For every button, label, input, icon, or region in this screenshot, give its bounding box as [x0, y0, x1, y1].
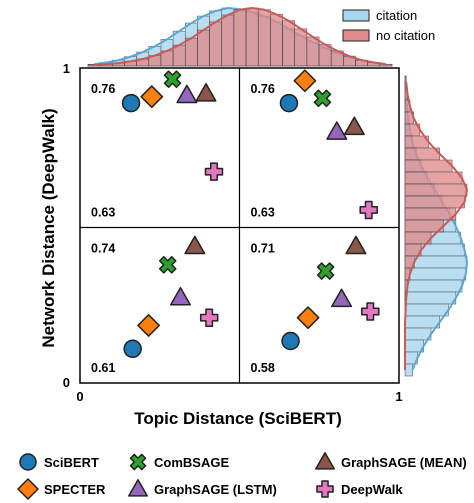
right-marginal-histogram [404, 75, 469, 377]
y-tick-0: 0 [63, 375, 70, 390]
x-tick-0: 0 [76, 389, 83, 404]
panel-top-left-ytop-label: 0.76 [91, 82, 115, 96]
point-bottom-left-scibert [123, 339, 142, 359]
top-bar-no-citation [294, 28, 308, 67]
point-top-right-specter [293, 69, 317, 93]
legend-label-graphsage-mean: GraphSAGE (MEAN) [341, 455, 467, 470]
legend-marker-scibert [19, 453, 37, 471]
panel-top-left: 0.76 0.63 [91, 70, 224, 220]
legend-label-no-citation: no citation [376, 28, 435, 43]
panel-bottom-left: 0.74 0.61 [91, 235, 219, 375]
point-bottom-right-specter [296, 306, 320, 330]
top-bar-no-citation [184, 37, 198, 67]
right-bar-citation [404, 279, 463, 293]
legend-label-scibert: SciBERT [44, 455, 99, 470]
point-top-left-combsage [163, 70, 182, 88]
x-axis-label: Topic Distance (SciBERT) [134, 409, 342, 428]
x-tick-1: 1 [395, 389, 402, 404]
panel-bottom-left-ybottom-label: 0.61 [91, 361, 115, 375]
legend-label-graphsage-lstm: GraphSAGE (LSTM) [154, 482, 277, 497]
right-bar-no-citation [404, 171, 463, 185]
top-bar-no-citation [282, 20, 296, 67]
legend-label-deepwalk: DeepWalk [341, 482, 403, 497]
top-bar-no-citation [257, 9, 271, 67]
top-kde-no-citation [94, 6, 387, 66]
legend-label-specter: SPECTER [44, 482, 106, 497]
legend-marker-graphsage-lstm [128, 479, 148, 497]
top-bar-no-citation [209, 21, 223, 67]
right-bar-no-citation [404, 195, 465, 209]
right-bar-citation [404, 327, 432, 341]
top-bar-no-citation [233, 9, 247, 67]
panel-bottom-right-ybottom-label: 0.58 [251, 361, 275, 375]
right-bar-no-citation [404, 183, 468, 197]
panel-top-right-ytop-label: 0.76 [251, 82, 275, 96]
point-bottom-right-combsage [316, 262, 335, 280]
point-bottom-left-deepwalk [199, 308, 219, 327]
top-marginal-histogram [87, 6, 393, 67]
point-bottom-right-graphsage-mean [345, 235, 367, 255]
right-bar-no-citation [404, 159, 453, 173]
panel-top-right: 0.76 0.63 [251, 69, 378, 220]
legend-label-combsage: ComBSAGE [154, 455, 229, 470]
legend-marker-specter [17, 478, 39, 500]
legend-label-citation: citation [376, 8, 417, 23]
point-top-left-graphsage-lstm [176, 84, 198, 104]
point-bottom-left-combsage [158, 256, 177, 274]
legend-swatch-citation [342, 9, 370, 22]
point-bottom-right-deepwalk [361, 302, 380, 321]
point-bottom-left-graphsage-mean [184, 235, 206, 255]
point-top-right-graphsage-lstm [326, 121, 348, 140]
legend-swatch-no-citation [342, 29, 370, 42]
marker-legend: SciBERT ComBSAGE GraphSAGE (MEAN) SPECTER Gr… [17, 452, 467, 500]
point-top-right-scibert [279, 93, 299, 113]
legend-marker-graphsage-mean [315, 452, 335, 470]
right-kde-no-citation [404, 81, 469, 370]
right-bar-citation [404, 303, 449, 317]
point-bottom-left-specter [137, 314, 160, 337]
right-bar-no-citation [404, 207, 457, 221]
right-bar-citation [404, 267, 467, 281]
main-plot-area: 0.76 0.63 0.76 0.63 0.74 0.61 0.71 0.58 [79, 67, 400, 384]
legend-marker-combsage [129, 453, 147, 471]
top-hist-no-citation [87, 7, 393, 67]
legend-marker-deepwalk [316, 480, 334, 498]
point-top-right-combsage [313, 89, 332, 108]
top-bar-no-citation [306, 36, 320, 67]
right-bar-citation [404, 291, 457, 305]
panel-top-right-ybottom-label: 0.63 [251, 206, 275, 220]
point-bottom-right-scibert [281, 331, 300, 351]
y-axis-label: Network Distance (DeepWalk) [39, 108, 58, 347]
top-bar-no-citation [245, 7, 259, 67]
panel-top-left-ybottom-label: 0.63 [91, 206, 115, 220]
point-top-left-specter [140, 85, 164, 109]
point-bottom-left-graphsage-lstm [169, 286, 192, 306]
point-bottom-right-graphsage-lstm [331, 288, 353, 308]
top-bar-no-citation [197, 29, 210, 67]
point-top-left-scibert [121, 93, 141, 113]
top-bar-no-citation [221, 14, 235, 67]
point-top-left-deepwalk [204, 162, 224, 181]
right-bar-citation [404, 363, 413, 377]
y-tick-1: 1 [63, 61, 70, 76]
marginal-legend: citation no citation [342, 8, 435, 43]
top-bar-no-citation [270, 14, 283, 67]
panel-bottom-left-ytop-label: 0.74 [91, 242, 115, 256]
panel-bottom-right: 0.71 0.58 [251, 235, 380, 375]
panel-bottom-right-ytop-label: 0.71 [251, 242, 275, 256]
point-top-left-graphsage-mean [195, 82, 217, 102]
point-top-right-deepwalk [359, 200, 378, 220]
right-bar-citation [404, 315, 441, 329]
point-top-right-graphsage-mean [343, 116, 365, 136]
